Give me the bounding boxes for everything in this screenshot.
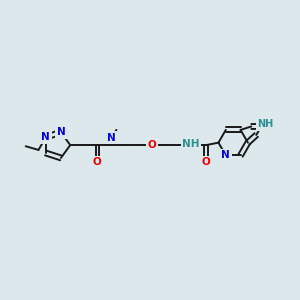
Text: O: O bbox=[148, 140, 157, 150]
Text: N: N bbox=[107, 133, 116, 143]
Text: N: N bbox=[41, 132, 50, 142]
Text: O: O bbox=[93, 157, 102, 167]
Text: N: N bbox=[221, 150, 230, 161]
Text: O: O bbox=[202, 157, 211, 167]
Text: NH: NH bbox=[257, 119, 274, 129]
Text: NH: NH bbox=[182, 139, 200, 149]
Text: N: N bbox=[57, 127, 65, 137]
